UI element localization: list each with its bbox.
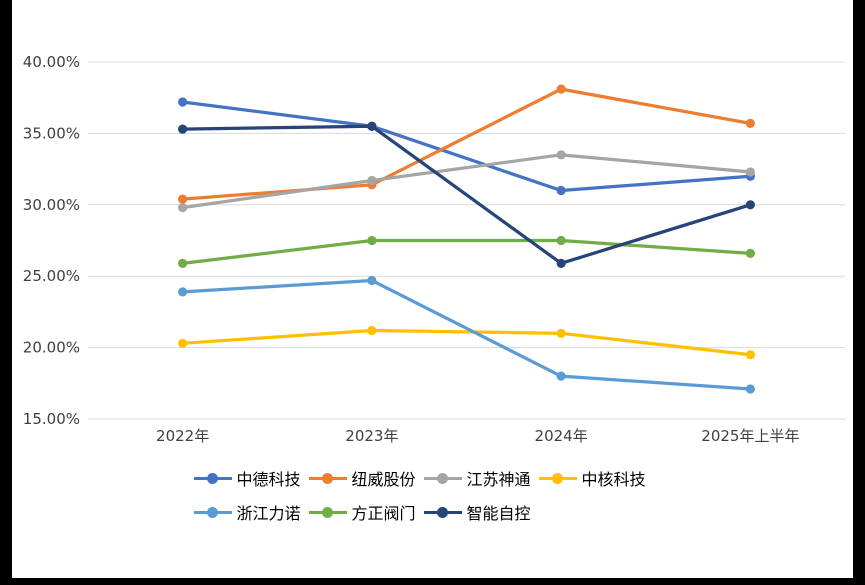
plot-area: 15.00% 20.00% 25.00% 30.00% 35.00% 40.00% 2022…: [23, 53, 845, 445]
legend-label: 方正阀门: [351, 504, 416, 523]
data-point: [556, 328, 566, 338]
y-tick-label: 25.00%: [23, 267, 80, 285]
legend-marker-icon: [308, 472, 347, 484]
data-point: [178, 194, 188, 204]
data-point: [556, 185, 566, 196]
legend-label: 江苏神通: [466, 470, 531, 489]
legend-item: 中核科技: [538, 466, 646, 490]
legend-label: 智能自控: [466, 504, 531, 523]
y-tick-label: 15.00%: [23, 410, 80, 428]
series-line: [181, 100, 752, 193]
data-point: [178, 97, 188, 107]
legend-item: 江苏神通: [423, 466, 531, 490]
data-point: [178, 287, 188, 297]
data-point: [745, 167, 755, 177]
data-point: [745, 248, 755, 258]
legend-item: 浙江力诺: [193, 500, 301, 524]
series-line: [181, 153, 752, 210]
data-point: [745, 118, 755, 129]
series-line: [181, 328, 752, 357]
data-point: [178, 338, 188, 348]
data-point: [367, 275, 377, 286]
data-point: [367, 325, 377, 336]
legend-item: 纽威股份: [308, 466, 416, 490]
data-point: [745, 384, 755, 394]
y-tick-label: 30.00%: [23, 196, 80, 214]
legend-marker-icon: [423, 472, 462, 484]
data-point: [556, 258, 566, 268]
y-tick-label: 35.00%: [23, 124, 80, 142]
data-point: [556, 84, 566, 94]
y-tick-label: 40.00%: [23, 53, 80, 71]
series-line: [181, 278, 752, 391]
x-tick-label: 2023年: [345, 427, 398, 445]
legend-label: 纽威股份: [351, 470, 416, 489]
data-point: [745, 200, 755, 210]
data-point: [367, 235, 377, 246]
data-point: [556, 235, 566, 246]
legend-label: 浙江力诺: [236, 504, 301, 523]
data-point: [745, 350, 755, 360]
legend-rows: 中德科技 纽威股份 江苏神通 中核科技浙江力诺 方正阀门 智能自控: [193, 466, 672, 524]
legend-item: 智能自控: [423, 500, 531, 524]
data-point: [367, 175, 377, 186]
x-tick-label: 2022年: [156, 427, 209, 445]
legend-marker-icon: [193, 472, 232, 484]
data-point: [178, 124, 188, 134]
legend-marker-icon: [193, 506, 232, 518]
data-point: [178, 203, 188, 213]
y-tick-label: 20.00%: [23, 339, 80, 357]
series-line: [181, 124, 752, 265]
line-chart: 15.00% 20.00% 25.00% 30.00% 35.00% 40.00% 2022…: [12, 0, 853, 578]
legend-marker-icon: [423, 506, 462, 518]
legend: 中德科技 纽威股份 江苏神通 中核科技浙江力诺 方正阀门 智能自控: [12, 466, 853, 524]
data-point: [178, 258, 188, 268]
data-point: [556, 371, 566, 381]
series-line: [181, 238, 752, 265]
data-point: [367, 121, 377, 131]
x-tick-label: 2025年上半年: [701, 427, 799, 445]
legend-label: 中德科技: [236, 470, 301, 489]
legend-marker-icon: [308, 506, 347, 518]
legend-marker-icon: [538, 472, 577, 484]
legend-item: 方正阀门: [308, 500, 416, 524]
legend-item: 中德科技: [193, 466, 301, 490]
legend-label: 中核科技: [581, 470, 646, 489]
series-line: [181, 87, 752, 201]
x-tick-label: 2024年: [535, 427, 588, 445]
data-point: [556, 150, 566, 160]
